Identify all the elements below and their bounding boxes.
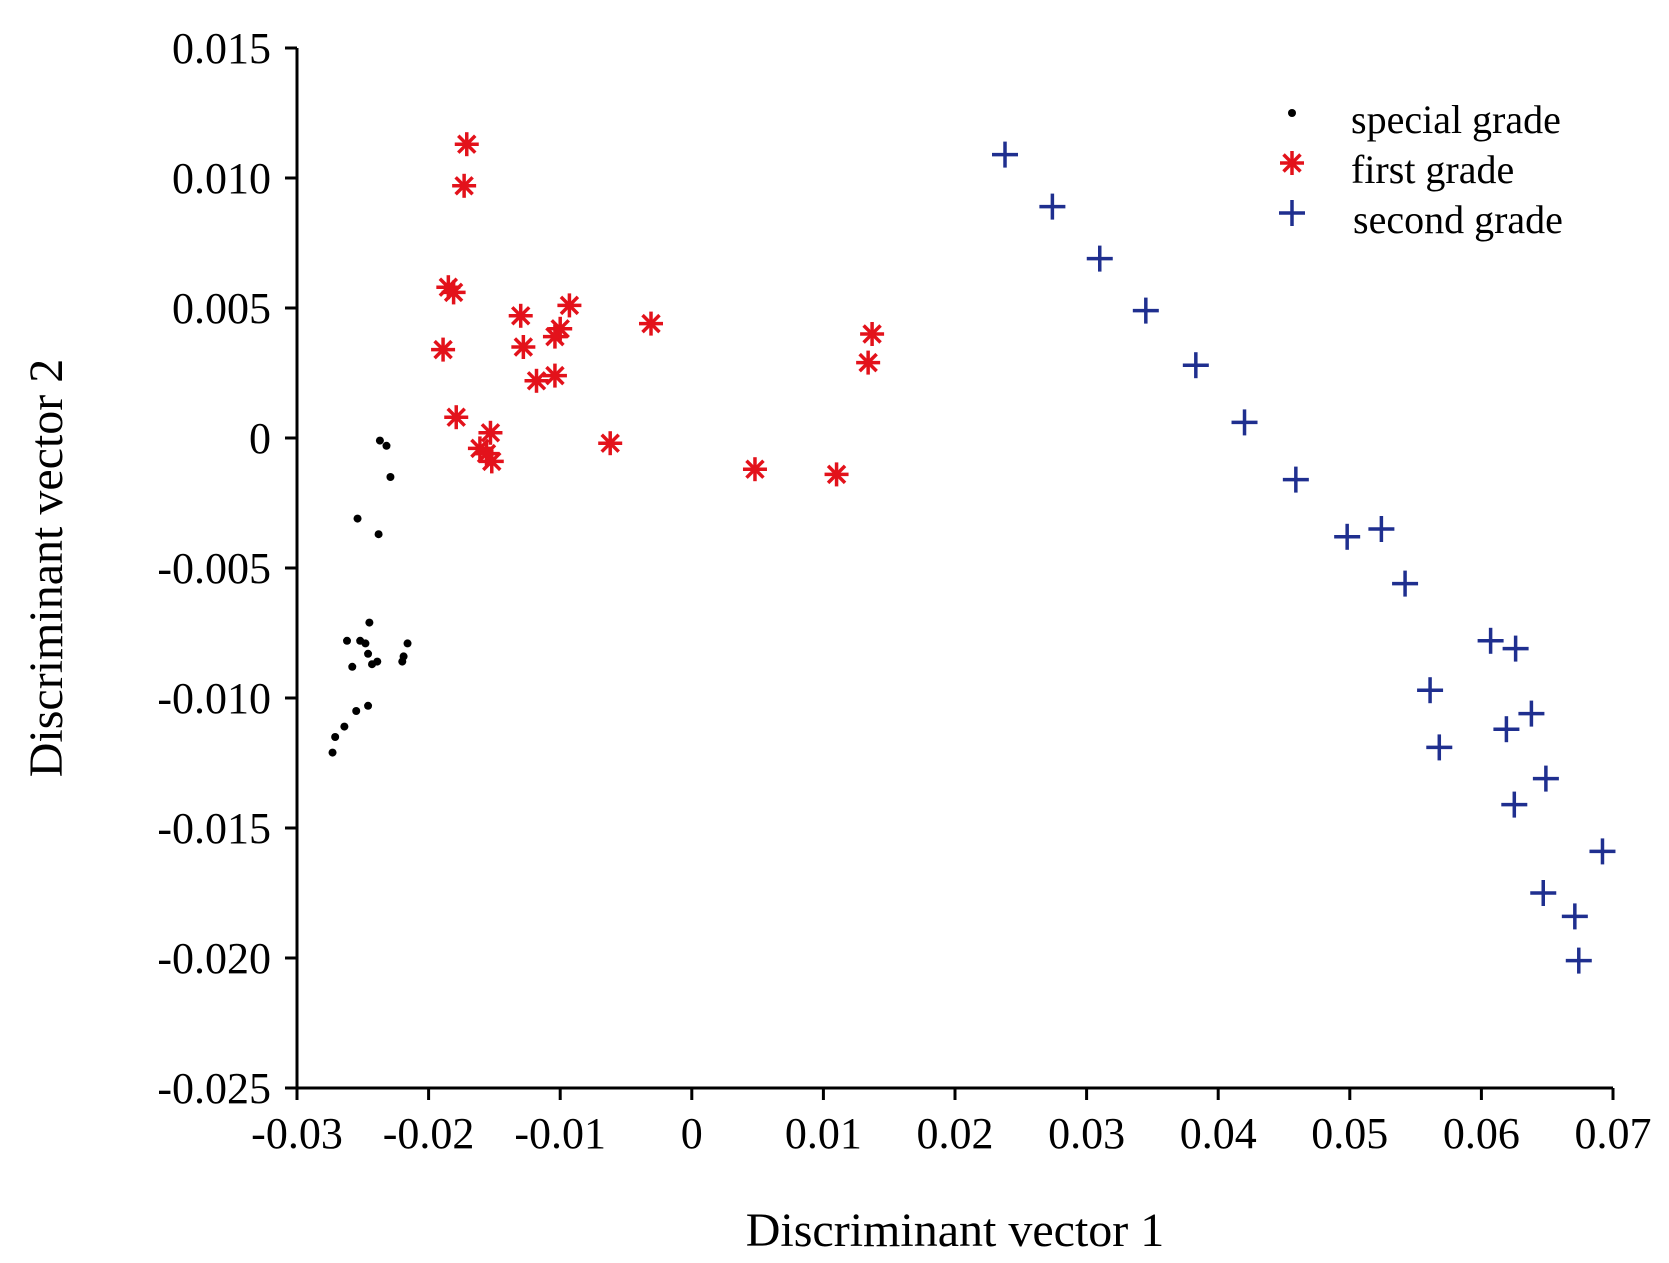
x-tick-label: 0.04	[1180, 1109, 1257, 1158]
y-ticks: 0.015 0.010 0.005 0 -0.005 -0.010 -0.015 -0.020…	[157, 24, 297, 1113]
data-point-asterisk	[441, 280, 466, 305]
x-ticks: -0.03 -0.02 -0.01 0 0.01 0.02 0.03 0.04 0.05 0.06…	[251, 1088, 1652, 1158]
data-point-plus	[1392, 570, 1419, 597]
data-point-dot	[386, 473, 395, 481]
data-point-asterisk	[824, 462, 849, 487]
data-point-asterisk	[557, 293, 582, 318]
data-point-dot	[382, 441, 391, 450]
y-tick-label: -0.025	[157, 1064, 271, 1113]
data-point-dot	[343, 636, 352, 645]
data-point-plus	[1282, 466, 1309, 493]
series-first-grade	[431, 132, 885, 487]
data-point-plus	[1501, 791, 1528, 818]
legend-symbol	[1280, 151, 1304, 175]
data-point-dot	[403, 639, 412, 648]
y-tick-label: 0.010	[172, 154, 271, 203]
x-tick-label: 0	[681, 1109, 703, 1158]
data-point-plus	[1493, 716, 1520, 743]
data-point-plus	[1417, 677, 1444, 704]
data-point-asterisk	[639, 311, 664, 336]
data-point-plus	[1565, 947, 1592, 974]
legend-marker-special-grade	[1288, 109, 1296, 117]
data-point-asterisk	[454, 132, 479, 157]
data-point-plus	[1368, 516, 1395, 542]
data-point-asterisk	[444, 405, 469, 430]
data-point-asterisk	[598, 431, 623, 456]
y-tick-label: 0	[249, 414, 271, 463]
legend-marker-first-grade	[1280, 151, 1304, 175]
data-point-asterisk	[856, 350, 881, 375]
x-tick-label: -0.01	[514, 1109, 606, 1158]
data-point-asterisk	[479, 449, 504, 474]
data-point-plus	[1182, 352, 1209, 379]
x-tick-label: 0.03	[1048, 1109, 1125, 1158]
data-point-dot	[361, 639, 370, 648]
x-tick-label: 0.02	[917, 1109, 994, 1158]
y-tick-label: 0.015	[172, 24, 271, 73]
data-point-asterisk	[431, 337, 456, 362]
y-tick-label: -0.010	[157, 674, 271, 723]
data-point-dot	[368, 660, 377, 669]
data-point-dot	[348, 662, 357, 671]
data-point-plus	[1502, 635, 1529, 662]
legend: special grade first grade second grade	[1279, 97, 1563, 242]
data-point-asterisk	[860, 322, 885, 346]
data-point-dot	[364, 701, 373, 710]
data-point-plus	[1231, 409, 1258, 436]
series-second-grade	[992, 141, 1616, 974]
data-point-asterisk	[548, 316, 573, 341]
data-point-plus	[1589, 838, 1616, 865]
legend-label-first-grade: first grade	[1351, 147, 1514, 192]
legend-label-special-grade: special grade	[1351, 97, 1561, 142]
data-point-asterisk	[508, 303, 533, 328]
data-point-dot	[353, 514, 362, 523]
data-point-plus	[1132, 297, 1159, 324]
data-point-plus	[1477, 627, 1504, 654]
x-tick-label: 0.05	[1311, 1109, 1388, 1158]
data-point-dot	[340, 722, 349, 731]
data-point-asterisk	[524, 368, 549, 393]
x-tick-label: -0.03	[251, 1109, 343, 1158]
data-point-asterisk	[511, 335, 536, 359]
data-point-dot	[331, 733, 340, 741]
y-tick-label: 0.005	[172, 284, 271, 333]
data-point-dot	[398, 657, 407, 666]
data-point-plus	[1334, 523, 1361, 550]
data-point-plus	[1039, 193, 1066, 220]
y-tick-label: -0.005	[157, 544, 271, 593]
data-point-asterisk	[542, 363, 567, 388]
data-point-asterisk	[742, 457, 767, 482]
data-point-dot	[365, 618, 374, 627]
data-point-asterisk	[452, 173, 477, 198]
legend-marker-second-grade	[1279, 200, 1305, 226]
y-axis-title: Discriminant vector 2	[20, 359, 73, 778]
legend-symbol	[1288, 109, 1296, 117]
x-tick-label: 0.06	[1443, 1109, 1520, 1158]
legend-symbol	[1279, 200, 1305, 226]
x-tick-label: 0.01	[785, 1109, 862, 1158]
data-point-plus	[1426, 734, 1453, 761]
series-special-grade	[328, 436, 412, 757]
data-point-dot	[374, 530, 383, 539]
data-point-asterisk	[478, 420, 503, 445]
data-point-plus	[1530, 880, 1557, 906]
data-point-dot	[328, 748, 337, 757]
data-point-plus	[1086, 245, 1113, 272]
y-tick-label: -0.020	[157, 934, 271, 983]
y-tick-label: -0.015	[157, 804, 271, 853]
data-point-plus	[1532, 765, 1559, 792]
x-tick-label: -0.02	[383, 1109, 475, 1158]
data-point-dot	[364, 649, 373, 658]
x-axis-title: Discriminant vector 1	[746, 1204, 1165, 1257]
data-point-plus	[1561, 903, 1588, 930]
x-tick-label: 0.07	[1575, 1109, 1652, 1158]
data-point-dot	[375, 436, 384, 445]
legend-label-second-grade: second grade	[1353, 197, 1563, 242]
data-point-plus	[992, 141, 1019, 168]
series-layer	[328, 132, 1616, 974]
data-point-plus	[1518, 700, 1545, 727]
data-point-dot	[352, 707, 361, 715]
